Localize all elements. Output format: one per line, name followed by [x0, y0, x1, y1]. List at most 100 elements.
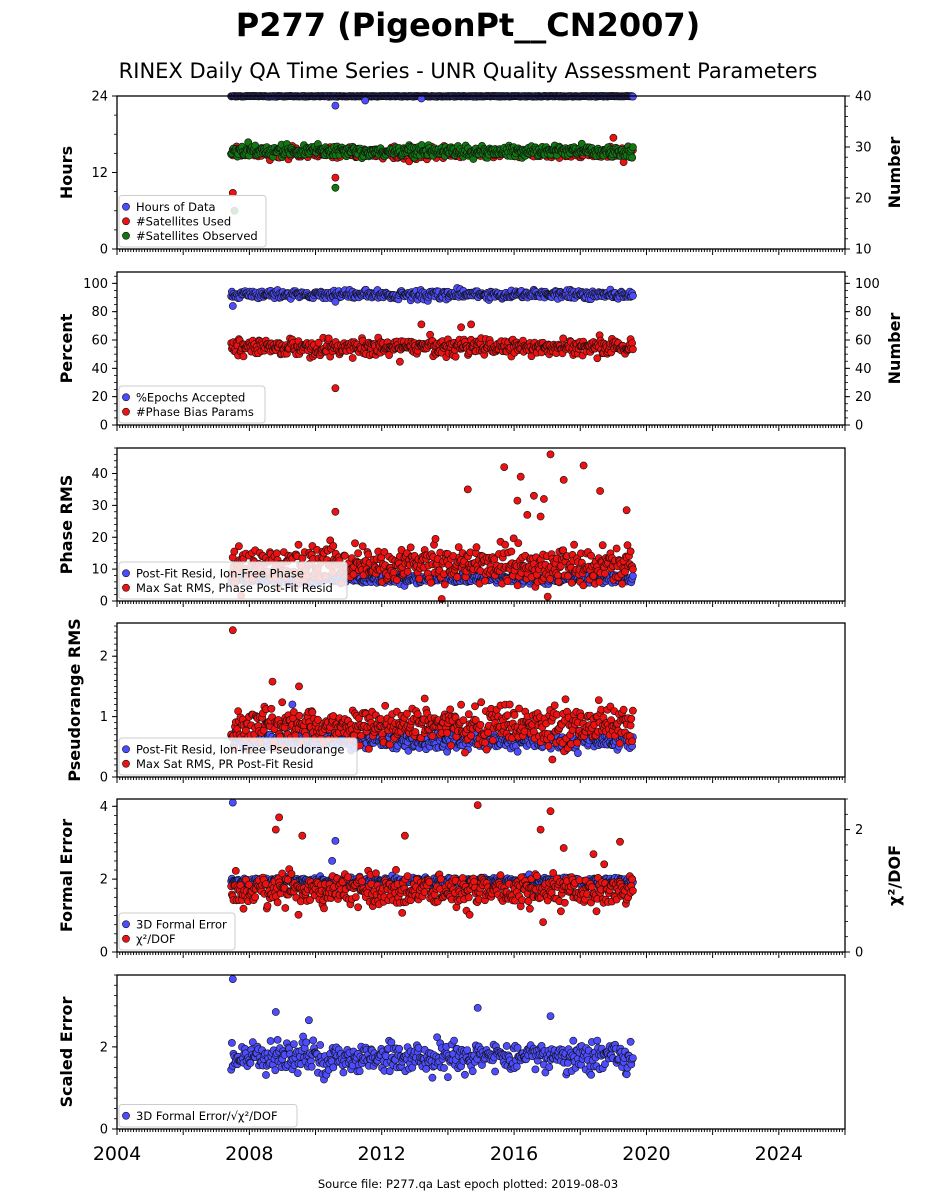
y-tick-label: 24: [91, 90, 108, 105]
outlier-point: [516, 472, 525, 481]
y-tick-label: 20: [91, 531, 108, 546]
y-tick-label: 80: [91, 305, 108, 320]
outlier-point: [417, 320, 426, 329]
data-point: [239, 352, 248, 361]
outlier-point: [463, 485, 472, 494]
data-point: [324, 334, 333, 343]
outlier-point: [513, 496, 522, 505]
panel-2-points: [227, 284, 637, 393]
data-point: [567, 578, 576, 587]
figure-title: P277 (PigeonPt__CN2007): [236, 6, 701, 44]
legend-marker: [122, 583, 130, 592]
y-tick-label: 100: [83, 277, 108, 292]
outlier-point: [609, 133, 618, 142]
y-tick-label: 0: [100, 419, 108, 434]
data-point: [629, 345, 637, 354]
y-right-tick-label: 10: [855, 243, 872, 258]
outlier-point: [622, 506, 631, 515]
data-point: [598, 541, 607, 550]
data-point: [629, 291, 637, 300]
data-point: [618, 579, 626, 588]
data-point: [453, 573, 462, 581]
legend-marker: [122, 393, 130, 402]
y-axis-label: Hours: [57, 146, 76, 199]
outlier-point: [331, 507, 340, 516]
y-right-tick-label: 60: [855, 334, 872, 349]
data-point: [543, 592, 552, 601]
legend-label: Post-Fit Resid, Ion-Free Phase: [136, 566, 304, 580]
outlier-point: [361, 96, 370, 105]
data-point: [392, 576, 401, 584]
y-right-tick-label: 40: [855, 90, 872, 105]
outlier-point: [546, 450, 555, 459]
data-point: [626, 547, 635, 556]
outlier-point: [331, 384, 340, 393]
data-point: [364, 550, 373, 559]
data-point: [340, 551, 349, 560]
outlier-point: [500, 463, 509, 471]
legend-label: Hours of Data: [136, 200, 216, 214]
y-tick-label: 40: [91, 362, 108, 377]
data-point: [601, 569, 609, 578]
data-point: [507, 547, 516, 556]
y-tick-label: 0: [100, 243, 108, 258]
data-point: [472, 543, 481, 552]
y-tick-label: 20: [91, 390, 108, 405]
data-point: [415, 574, 424, 583]
y-axis-label: Phase RMS: [57, 475, 76, 575]
y-right-tick-label: 40: [855, 362, 872, 377]
y-right-tick-label: 0: [855, 419, 863, 434]
panel-1-legend: Hours of Data#Satellites Used#Satellites…: [118, 195, 267, 248]
data-point: [440, 580, 449, 589]
data-point: [587, 551, 595, 560]
data-point: [629, 572, 637, 580]
legend-label: #Phase Bias Params: [136, 405, 254, 419]
legend-marker: [122, 217, 130, 226]
y-right-tick-label: 100: [855, 277, 880, 292]
data-point: [513, 581, 522, 590]
outlier-point: [417, 94, 426, 103]
data-point: [554, 577, 563, 586]
data-point: [503, 577, 512, 585]
y-tick-label: 40: [91, 467, 108, 482]
data-point: [351, 539, 359, 548]
data-point: [629, 143, 637, 152]
y-tick-label: 30: [91, 499, 108, 514]
data-point: [354, 549, 362, 558]
y-right-tick-label: 80: [855, 305, 872, 320]
outlier-point: [331, 183, 340, 192]
y-right-tick-label: 20: [855, 390, 872, 405]
data-point: [579, 581, 588, 590]
data-point: [514, 539, 523, 547]
data-point: [451, 352, 460, 361]
data-point: [564, 572, 572, 580]
data-point: [329, 542, 338, 550]
y-tick-label: 10: [91, 563, 108, 578]
data-point: [570, 540, 578, 549]
outlier-point: [331, 297, 340, 306]
data-point: [294, 540, 303, 549]
data-point: [272, 549, 281, 558]
data-point: [403, 567, 412, 576]
legend-label: Max Sat RMS, Phase Post-Fit Resid: [136, 581, 333, 595]
data-point: [595, 577, 604, 586]
outlier-point: [457, 323, 465, 332]
data-point: [546, 575, 554, 583]
data-point: [481, 576, 489, 585]
outlier-point: [579, 461, 588, 470]
data-point: [406, 543, 415, 552]
legend-marker: [122, 407, 130, 416]
panel-3: 0 10 20 30 40 Phase RMS Post-Fit Resid, Ion-Fr…: [57, 447, 846, 610]
data-point: [628, 153, 636, 162]
data-point: [348, 354, 357, 362]
outlier-point: [228, 302, 237, 310]
data-point: [234, 542, 243, 551]
outlier-point: [523, 511, 532, 519]
y-tick-label: 12: [91, 166, 108, 181]
data-point: [629, 565, 637, 574]
data-point: [559, 334, 568, 343]
